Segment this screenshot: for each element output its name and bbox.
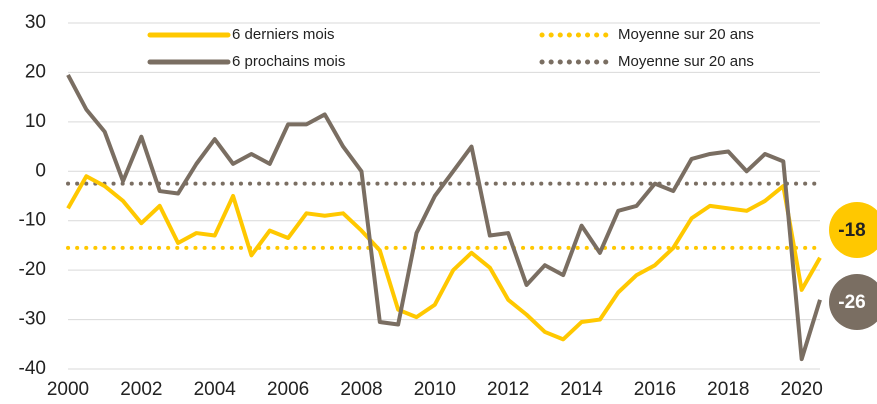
x-tick-label: 2006 <box>267 379 309 400</box>
y-tick-label: 20 <box>25 61 46 82</box>
y-tick-label: -20 <box>19 259 46 280</box>
x-tick-label: 2020 <box>781 379 823 400</box>
x-tick-label: 2008 <box>340 379 382 400</box>
annotation-bubble <box>829 274 877 330</box>
y-tick-label: 0 <box>35 160 46 181</box>
annotation-label: -18 <box>838 220 865 241</box>
x-tick-label: 2018 <box>707 379 749 400</box>
y-tick-label: -30 <box>19 309 46 330</box>
x-tick-label: 2014 <box>560 379 603 400</box>
legend-label: Moyenne sur 20 ans <box>618 26 754 43</box>
series-line <box>66 73 822 362</box>
x-tick-label: 2012 <box>487 379 529 400</box>
legend-label: Moyenne sur 20 ans <box>618 53 754 70</box>
legend-label: 6 derniers mois <box>232 26 335 43</box>
legend-label: 6 prochains mois <box>232 53 345 70</box>
y-tick-label: 10 <box>25 111 46 132</box>
annotation-label: -26 <box>838 292 865 313</box>
y-tick-label: -10 <box>19 210 46 231</box>
x-tick-label: 2002 <box>120 379 162 400</box>
y-tick-label: -40 <box>19 358 46 379</box>
y-tick-label: 30 <box>25 12 46 33</box>
x-tick-label: 2016 <box>634 379 676 400</box>
annotation-bubble <box>829 202 877 258</box>
series-line <box>66 174 822 342</box>
x-tick-label: 2004 <box>194 379 237 400</box>
x-tick-label: 2000 <box>47 379 89 400</box>
x-tick-label: 2010 <box>414 379 456 400</box>
